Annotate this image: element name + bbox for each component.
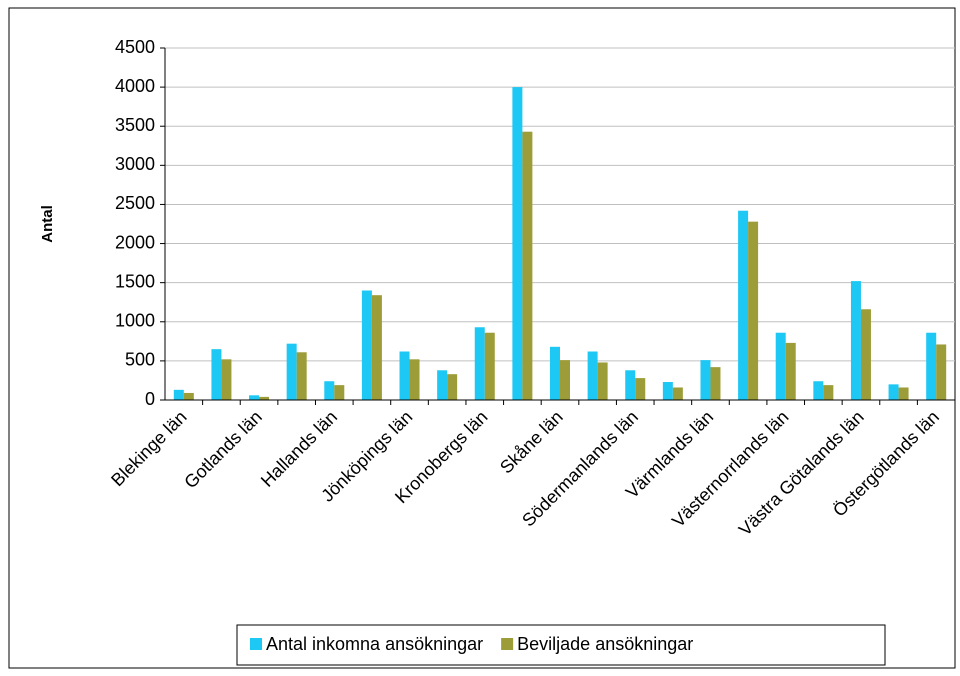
bar bbox=[813, 381, 824, 400]
bar bbox=[211, 349, 222, 400]
bar bbox=[625, 370, 636, 400]
bar bbox=[662, 382, 673, 400]
bar bbox=[474, 327, 485, 400]
bar bbox=[173, 389, 184, 400]
y-axis-label: Antal bbox=[39, 205, 56, 243]
bar bbox=[785, 342, 796, 400]
bar bbox=[700, 360, 711, 400]
y-tick-label: 4500 bbox=[115, 37, 155, 57]
y-tick-label: 0 bbox=[145, 389, 155, 409]
y-tick-label: 4000 bbox=[115, 76, 155, 96]
legend-label: Beviljade ansökningar bbox=[517, 634, 693, 654]
bar bbox=[898, 387, 909, 400]
bar bbox=[560, 360, 570, 400]
bar bbox=[484, 332, 495, 400]
bar bbox=[361, 290, 372, 400]
bar bbox=[775, 332, 786, 400]
bar bbox=[286, 343, 297, 400]
y-tick-label: 3500 bbox=[115, 115, 155, 135]
bar bbox=[550, 346, 560, 400]
bar bbox=[522, 131, 533, 400]
y-tick-label: 1000 bbox=[115, 311, 155, 331]
bar bbox=[399, 351, 410, 400]
legend-box bbox=[236, 624, 886, 666]
y-tick-label: 2000 bbox=[115, 232, 155, 252]
bar bbox=[672, 387, 683, 400]
bar bbox=[259, 396, 270, 400]
bar bbox=[748, 221, 759, 400]
y-tick-label: 500 bbox=[125, 350, 155, 370]
bar bbox=[888, 384, 899, 400]
bar bbox=[936, 344, 947, 400]
bar bbox=[860, 309, 871, 400]
bar bbox=[587, 351, 598, 400]
bar bbox=[437, 370, 448, 400]
bar bbox=[926, 332, 937, 400]
y-tick-label: 2500 bbox=[115, 193, 155, 213]
y-tick-label: 1500 bbox=[115, 271, 155, 291]
bar bbox=[850, 281, 861, 400]
bar bbox=[447, 374, 458, 400]
bar bbox=[221, 359, 232, 400]
bar bbox=[710, 367, 721, 400]
bar bbox=[371, 295, 382, 400]
bar bbox=[296, 352, 307, 400]
bar bbox=[183, 392, 194, 400]
bar bbox=[324, 381, 335, 400]
legend-swatch bbox=[501, 638, 514, 650]
bar bbox=[823, 385, 834, 400]
legend-swatch bbox=[250, 638, 262, 650]
bar bbox=[409, 359, 420, 400]
bar bbox=[249, 395, 260, 400]
bar bbox=[738, 210, 749, 400]
bar bbox=[512, 87, 523, 400]
bar bbox=[597, 362, 608, 400]
bar bbox=[635, 378, 646, 400]
y-tick-label: 3000 bbox=[115, 154, 155, 174]
legend-label: Antal inkomna ansökningar bbox=[266, 634, 483, 654]
bar bbox=[334, 385, 345, 400]
